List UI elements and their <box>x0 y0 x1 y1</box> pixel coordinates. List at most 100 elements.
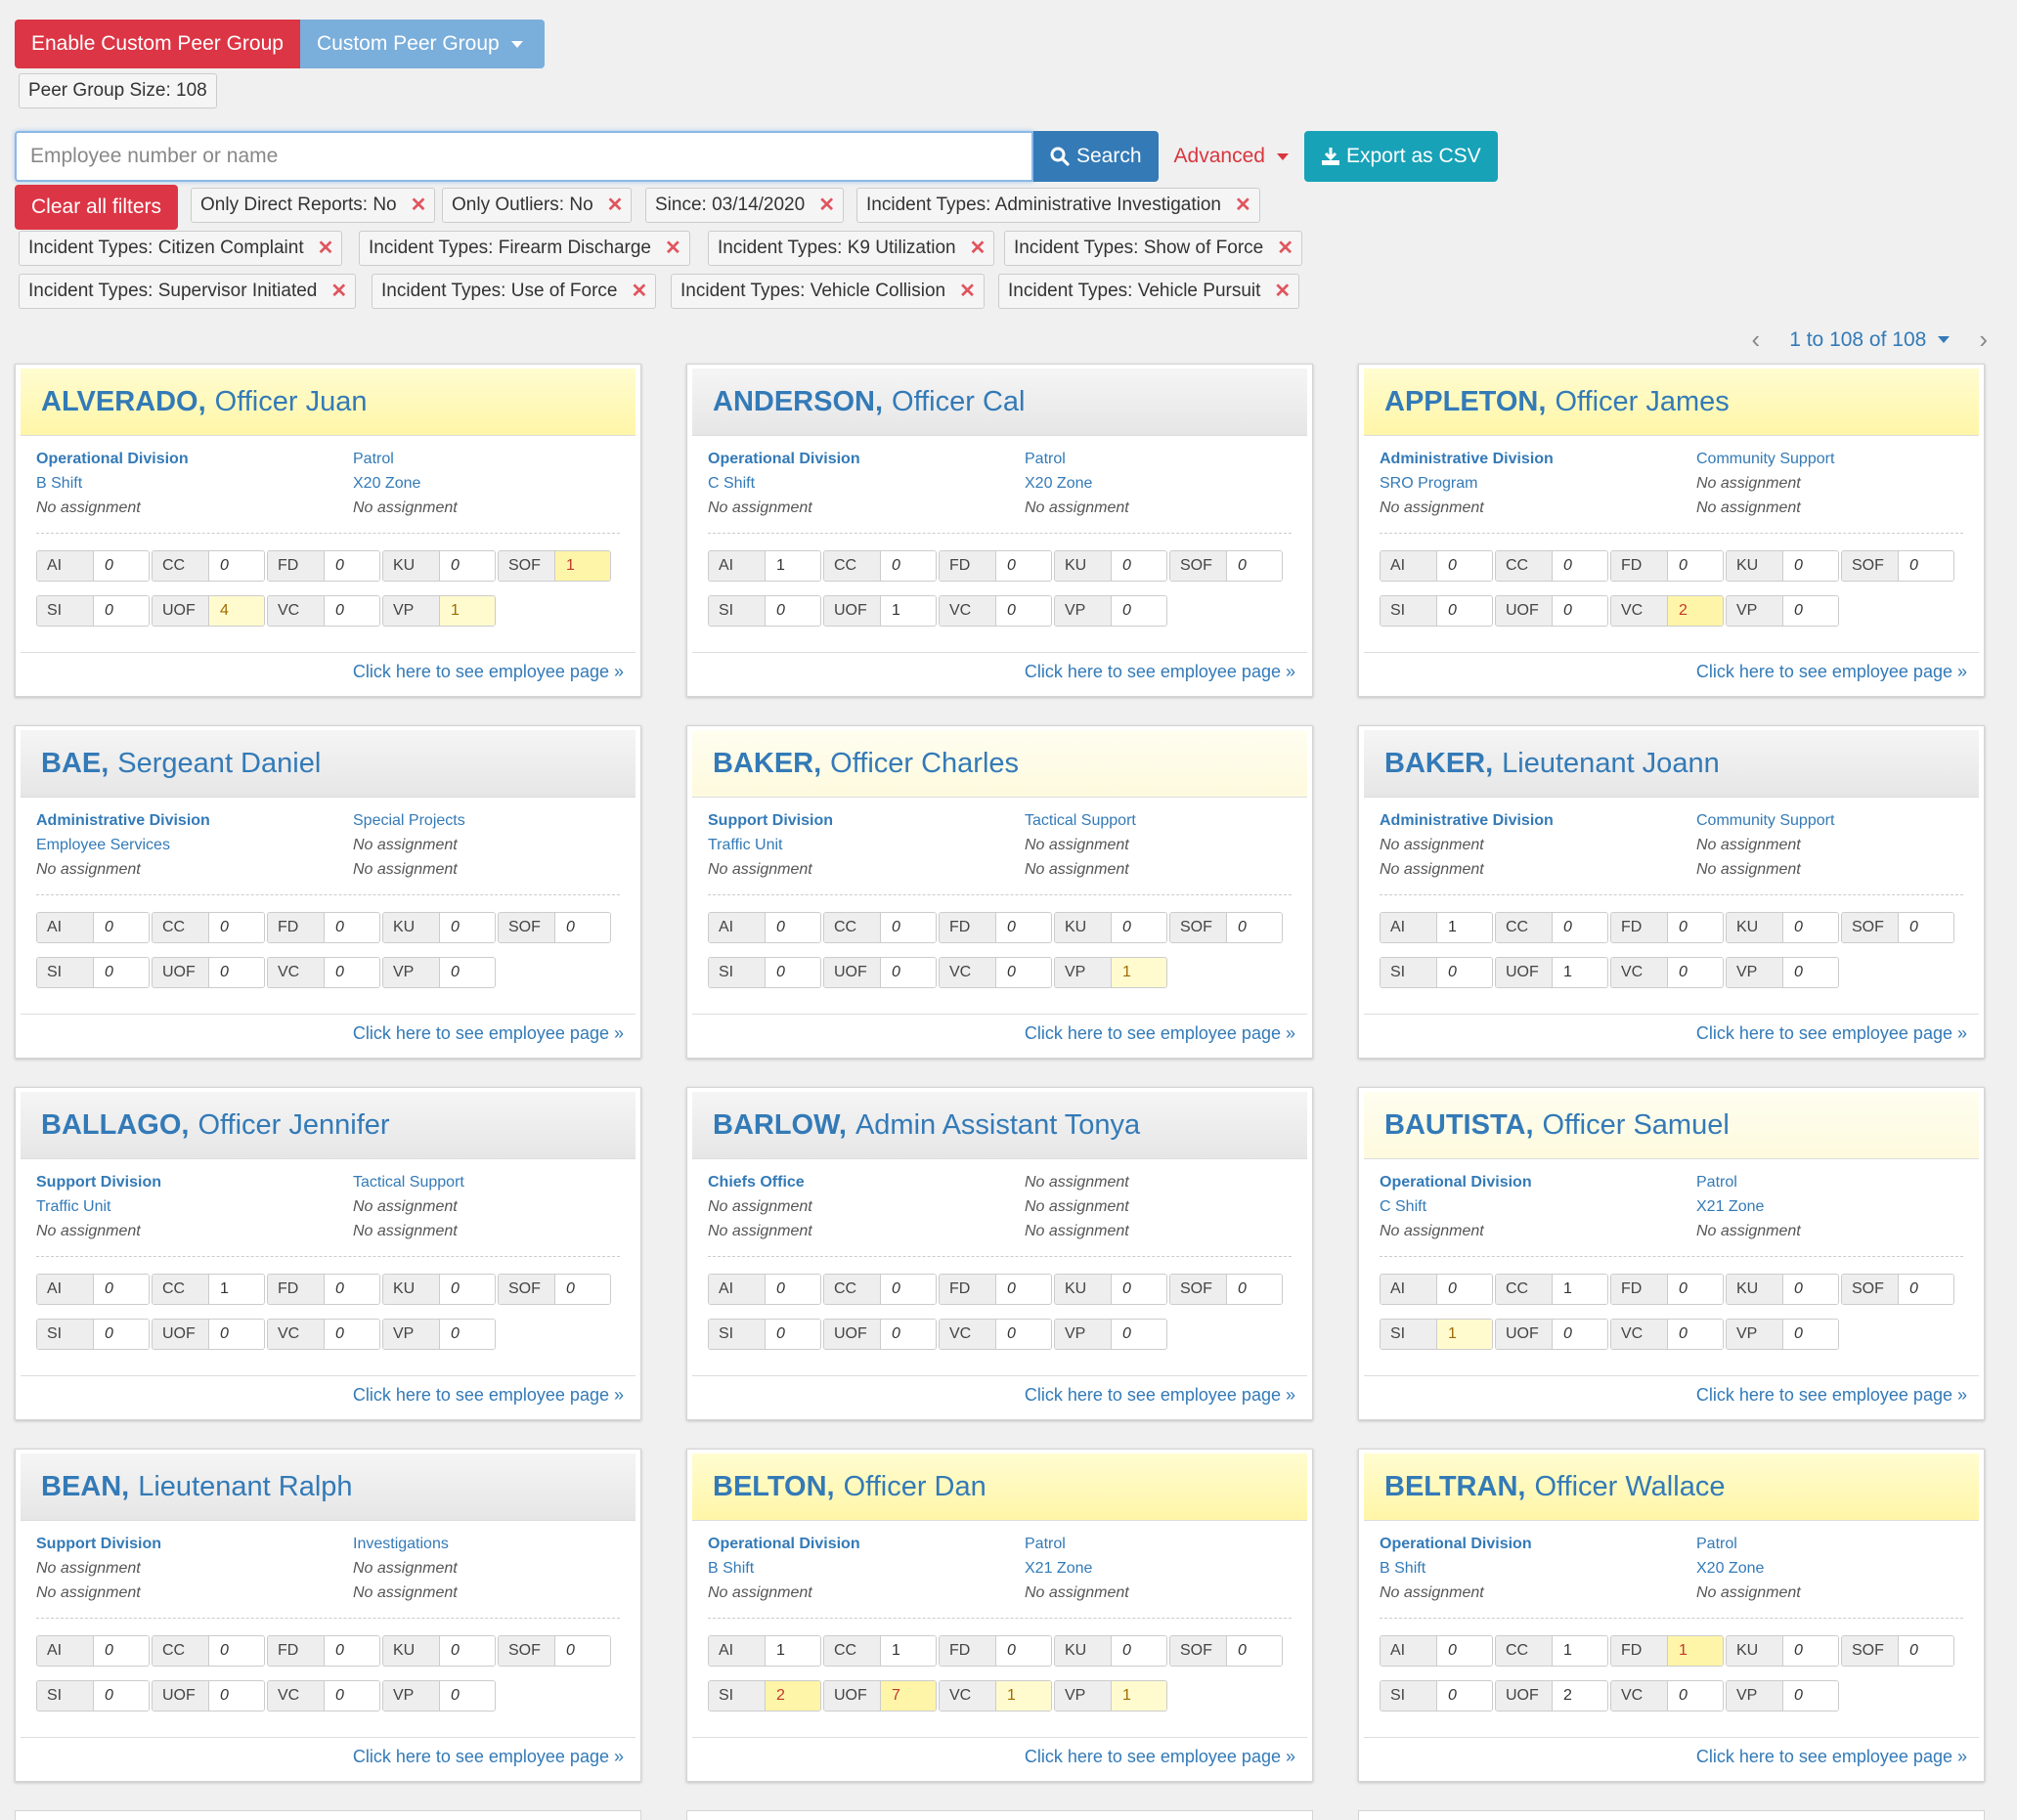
unit-link[interactable]: Special Projects <box>353 812 465 829</box>
chevron-right-icon[interactable]: › <box>1979 325 1988 354</box>
unit-link[interactable]: C Shift <box>1380 1198 1427 1215</box>
remove-filter-icon[interactable]: ✕ <box>969 238 987 259</box>
employee-search-input[interactable] <box>15 131 1033 182</box>
stat-ai: AI 0 <box>36 1274 150 1305</box>
clear-all-filters-button[interactable]: Clear all filters <box>15 185 179 230</box>
unit-link[interactable]: SRO Program <box>1380 475 1478 492</box>
employee-page-link[interactable]: Click here to see employee page » <box>1364 1375 1979 1414</box>
no-assignment-text: No assignment <box>1025 499 1129 516</box>
unit-link[interactable]: X20 Zone <box>1025 475 1093 492</box>
remove-filter-icon[interactable]: ✕ <box>1274 281 1292 302</box>
division-link[interactable]: Administrative Division <box>1380 451 1554 467</box>
advanced-dropdown[interactable]: Advanced <box>1174 145 1289 168</box>
chevron-left-icon[interactable]: ‹ <box>1751 325 1761 354</box>
filter-chip: Only Direct Reports: No ✕ <box>191 188 436 223</box>
division-link[interactable]: Support Division <box>36 1174 161 1191</box>
remove-filter-icon[interactable]: ✕ <box>1234 195 1251 216</box>
division-link[interactable]: Operational Division <box>1380 1174 1532 1191</box>
division-link[interactable]: Administrative Division <box>1380 812 1554 829</box>
unit-link[interactable]: Employee Services <box>36 837 170 853</box>
stat-sof: SOF 0 <box>1169 550 1283 582</box>
assignment-column-secondary: Investigations No assignment No assignment <box>353 1532 458 1605</box>
stat-value: 0 <box>766 913 820 942</box>
remove-filter-icon[interactable]: ✕ <box>959 281 976 302</box>
employee-page-link[interactable]: Click here to see employee page » <box>692 1014 1307 1053</box>
stat-value: 0 <box>1227 913 1282 942</box>
division-link[interactable]: Operational Division <box>36 451 189 467</box>
employee-page-link[interactable]: Click here to see employee page » <box>21 652 636 691</box>
division-link[interactable]: Operational Division <box>1380 1536 1532 1552</box>
unit-link[interactable]: Tactical Support <box>1025 812 1136 829</box>
unit-link[interactable]: Patrol <box>1025 1536 1066 1552</box>
remove-filter-icon[interactable]: ✕ <box>317 238 334 259</box>
unit-link[interactable]: C Shift <box>708 475 756 492</box>
remove-filter-icon[interactable]: ✕ <box>818 195 835 216</box>
stat-value: 0 <box>1668 958 1723 987</box>
assignment-column-primary: Operational Division B Shift No assignment <box>36 447 189 520</box>
remove-filter-icon[interactable]: ✕ <box>330 281 348 302</box>
assignment-column-secondary: Patrol X20 Zone No assignment <box>1696 1532 1801 1605</box>
division-link[interactable]: Operational Division <box>708 1536 860 1552</box>
employee-page-link[interactable]: Click here to see employee page » <box>692 1737 1307 1776</box>
unit-link[interactable]: X20 Zone <box>1696 1560 1765 1577</box>
filter-chip-label: Since: 03/14/2020 <box>655 195 806 215</box>
search-button[interactable]: Search <box>1033 131 1159 182</box>
custom-peer-group-dropdown[interactable]: Custom Peer Group <box>299 20 545 68</box>
unit-link[interactable]: Tactical Support <box>353 1174 464 1191</box>
unit-link[interactable]: Community Support <box>1696 812 1835 829</box>
remove-filter-icon[interactable]: ✕ <box>631 281 648 302</box>
remove-filter-icon[interactable]: ✕ <box>665 238 681 259</box>
stat-vc: VC 0 <box>267 957 380 988</box>
remove-filter-icon[interactable]: ✕ <box>1277 238 1294 259</box>
employee-page-link[interactable]: Click here to see employee page » <box>21 1375 636 1414</box>
division-link[interactable]: Administrative Division <box>36 812 210 829</box>
employee-card-header: BELTRAN, Officer Wallace <box>1364 1453 1979 1521</box>
employee-page-link[interactable]: Click here to see employee page » <box>1364 652 1979 691</box>
division-link[interactable]: Support Division <box>36 1536 161 1552</box>
export-csv-button[interactable]: Export as CSV <box>1303 131 1498 182</box>
stat-label: SOF <box>1842 551 1899 581</box>
unit-link[interactable]: X21 Zone <box>1696 1198 1765 1215</box>
stat-label: CC <box>824 913 881 942</box>
unit-link[interactable]: Patrol <box>1025 451 1066 467</box>
unit-link[interactable]: X20 Zone <box>353 475 421 492</box>
unit-link[interactable]: Traffic Unit <box>36 1198 111 1215</box>
pagination-range-dropdown[interactable]: 1 to 108 of 108 <box>1789 328 1951 352</box>
divider <box>1380 894 1963 895</box>
employee-page-link[interactable]: Click here to see employee page » <box>692 652 1307 691</box>
stat-ku: KU 0 <box>1726 1274 1839 1305</box>
employee-page-link[interactable]: Click here to see employee page » <box>21 1737 636 1776</box>
unit-link[interactable]: Community Support <box>1696 451 1835 467</box>
unit-link[interactable]: B Shift <box>1380 1560 1426 1577</box>
remove-filter-icon[interactable]: ✕ <box>606 195 624 216</box>
stat-sof: SOF 0 <box>498 912 611 943</box>
division-link[interactable]: Support Division <box>708 812 833 829</box>
unit-link[interactable]: Investigations <box>353 1536 449 1552</box>
employee-page-link[interactable]: Click here to see employee page » <box>1364 1737 1979 1776</box>
unit-link[interactable]: Patrol <box>1696 1174 1737 1191</box>
unit-link[interactable]: X21 Zone <box>1025 1560 1093 1577</box>
stat-si: SI 0 <box>1380 595 1493 627</box>
stat-label: KU <box>1727 913 1783 942</box>
stat-value: 0 <box>996 913 1051 942</box>
unit-link[interactable]: Patrol <box>353 451 394 467</box>
stat-label: VP <box>1727 596 1783 626</box>
unit-link[interactable]: B Shift <box>708 1560 755 1577</box>
employee-page-link[interactable]: Click here to see employee page » <box>21 1014 636 1053</box>
division-link[interactable]: Operational Division <box>708 451 860 467</box>
unit-link[interactable]: Traffic Unit <box>708 837 783 853</box>
no-assignment-text: No assignment <box>36 1560 141 1577</box>
remove-filter-icon[interactable]: ✕ <box>410 195 427 216</box>
stat-sof: SOF 0 <box>1841 550 1954 582</box>
division-link[interactable]: Chiefs Office <box>708 1174 805 1191</box>
stat-label: FD <box>940 1275 996 1304</box>
filter-chip-label: Only Direct Reports: No <box>200 195 397 215</box>
employee-page-link[interactable]: Click here to see employee page » <box>1364 1014 1979 1053</box>
stat-label: SOF <box>499 913 555 942</box>
enable-custom-peer-group-button[interactable]: Enable Custom Peer Group <box>15 20 300 68</box>
unit-link[interactable]: B Shift <box>36 475 83 492</box>
employee-page-link[interactable]: Click here to see employee page » <box>692 1375 1307 1414</box>
filter-chip-label: Incident Types: Administrative Investiga… <box>866 195 1221 215</box>
stat-sof: SOF 0 <box>1841 1635 1954 1667</box>
unit-link[interactable]: Patrol <box>1696 1536 1737 1552</box>
